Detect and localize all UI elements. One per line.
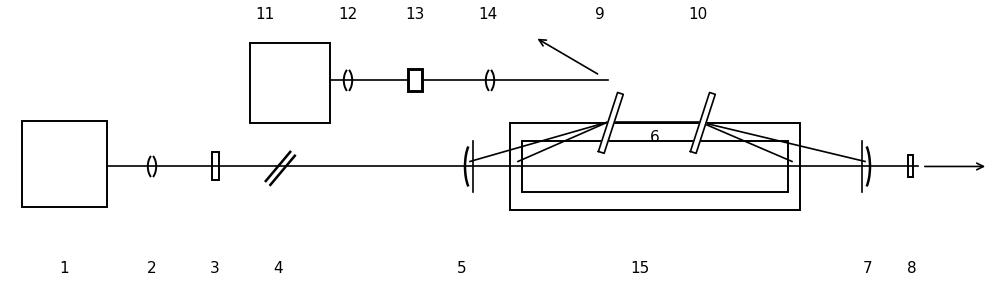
Text: 12: 12 <box>338 7 358 22</box>
Text: 7: 7 <box>863 261 873 276</box>
Text: 1: 1 <box>59 261 69 276</box>
Bar <box>510 123 800 210</box>
Text: 8: 8 <box>907 261 917 276</box>
Text: 15: 15 <box>630 261 650 276</box>
Text: 6: 6 <box>650 130 660 145</box>
Text: 9: 9 <box>595 7 605 22</box>
Text: 11: 11 <box>255 7 275 22</box>
Bar <box>522 141 788 192</box>
Polygon shape <box>690 92 715 153</box>
Text: 14: 14 <box>478 7 498 22</box>
Text: 2: 2 <box>147 261 157 276</box>
Bar <box>250 43 330 123</box>
Bar <box>212 152 218 181</box>
Polygon shape <box>598 92 623 153</box>
Text: 3: 3 <box>210 261 220 276</box>
Bar <box>408 69 422 91</box>
Bar <box>908 156 912 177</box>
Text: 13: 13 <box>405 7 425 22</box>
Text: 5: 5 <box>457 261 467 276</box>
Text: 4: 4 <box>273 261 283 276</box>
Bar <box>22 121 107 207</box>
Text: 10: 10 <box>688 7 708 22</box>
